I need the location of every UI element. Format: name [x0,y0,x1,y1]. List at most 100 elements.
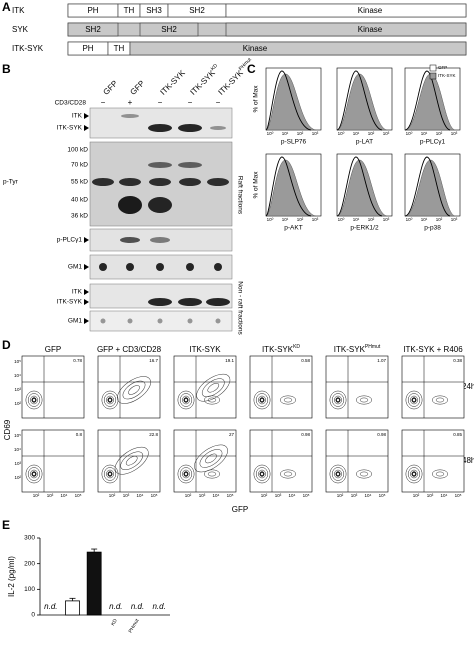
panel-label: A [2,0,11,14]
kd-marker: 36 kD [71,213,88,220]
lane-label: ITK-SYKPHmut [216,57,256,97]
contour [279,395,297,405]
histogram-itk-syk [336,73,388,131]
contour [435,397,445,403]
blot-label: ITK [72,289,83,296]
blot-band [100,318,106,324]
quadrant-value: 0.98 [301,432,310,437]
quadrant-value: 0.38 [453,358,462,363]
blot-band [207,178,229,186]
arrow-marker [84,264,89,270]
blot-band [178,162,202,168]
tick-label: 10² [297,131,304,136]
row-label: 24h [462,382,474,391]
histogram-gfp [265,156,312,217]
contour [106,395,114,405]
contour [199,449,223,468]
domain-label: Kinase [358,6,383,15]
quadrant-value: 1.07 [377,358,386,363]
contour [259,471,265,477]
arrow-marker [84,299,89,305]
flow-plot-frame [325,429,389,493]
tick-label: 10⁴ [289,493,296,498]
contour [179,467,193,481]
blot-band [118,196,142,214]
contour [329,464,347,484]
blot-band [178,298,202,306]
histogram-gfp [265,70,312,131]
ptyr-label: p-Tyr [3,179,19,186]
contour [177,464,195,484]
domain-label: SH2 [161,25,177,34]
blot [89,310,233,332]
contour [196,373,231,402]
tick-label: 10⁴ [365,493,372,498]
quadrant-value: 0.85 [453,432,462,437]
contour [207,382,220,393]
domain-box [225,3,467,18]
contour [203,395,221,405]
quadrant-value: 0.78 [73,358,82,363]
contour [103,467,117,481]
tick-label: 10³ [383,131,390,136]
histogram-label: p-AKT [284,225,302,232]
blot-band [99,263,107,271]
blot-label: p-PLCγ1 [57,237,83,244]
blot-band [120,237,140,243]
tick-label: 10³ [14,387,21,392]
stim-sign: − [158,98,163,107]
quadrant-value: 0.8 [76,432,83,437]
contour [207,471,217,477]
blot-band [148,124,172,132]
blot-band [148,298,172,306]
contour [334,469,342,479]
column-title-text: ITK-SYK + R406 [403,345,463,354]
contour [359,471,369,477]
contour [407,393,421,407]
domain-label: SH2 [85,25,101,34]
tick-label: 10⁰ [267,131,274,136]
blot-band [157,318,163,324]
tick-label: 10⁵ [75,493,82,498]
contour [431,469,449,479]
contour [355,469,373,479]
tick-label: 10⁴ [441,493,448,498]
column-title: ITK-SYKKD [262,344,300,354]
tick-label: 10³ [351,493,358,498]
contour [258,395,266,405]
contour [30,469,38,479]
kd-marker: 100 kD [67,147,88,154]
value-label: n.d. [44,602,57,611]
contour [31,471,37,477]
y-tick-label: 300 [24,535,35,542]
column-title: ITK-SYKPHmut [334,344,381,354]
tick-label: 10³ [451,217,458,222]
domain-box [225,22,467,37]
tick-label: 10⁴ [14,373,21,378]
blot-band [206,298,230,306]
tick-label: 10² [297,217,304,222]
tick-label: 10⁰ [267,217,274,222]
contour [194,444,228,473]
axis-title: CD69 [3,419,12,440]
legend-label: GFP [438,65,447,70]
kd-marker: 70 kD [71,162,88,169]
contour [117,376,151,404]
column-title: GFP [45,345,61,354]
contour [101,464,119,484]
column-title-text: ITK-SYK [334,345,366,354]
legend-swatch [429,72,437,80]
histogram-label: p-LAT [356,139,373,146]
column-title-sup: PHmut [365,344,381,350]
tick-label: 10¹ [282,217,289,222]
y-tick-label: 0 [31,612,35,619]
blot-band [149,178,171,186]
contour [335,397,341,403]
tick-label: 10⁵ [14,359,21,364]
flow-plot-frame [21,355,85,419]
column-title-text: ITK-SYK [189,345,221,354]
contour [125,455,138,466]
panel-label: C [247,62,256,76]
tick-label: 10⁴ [137,493,144,498]
tick-label: 10³ [47,493,54,498]
